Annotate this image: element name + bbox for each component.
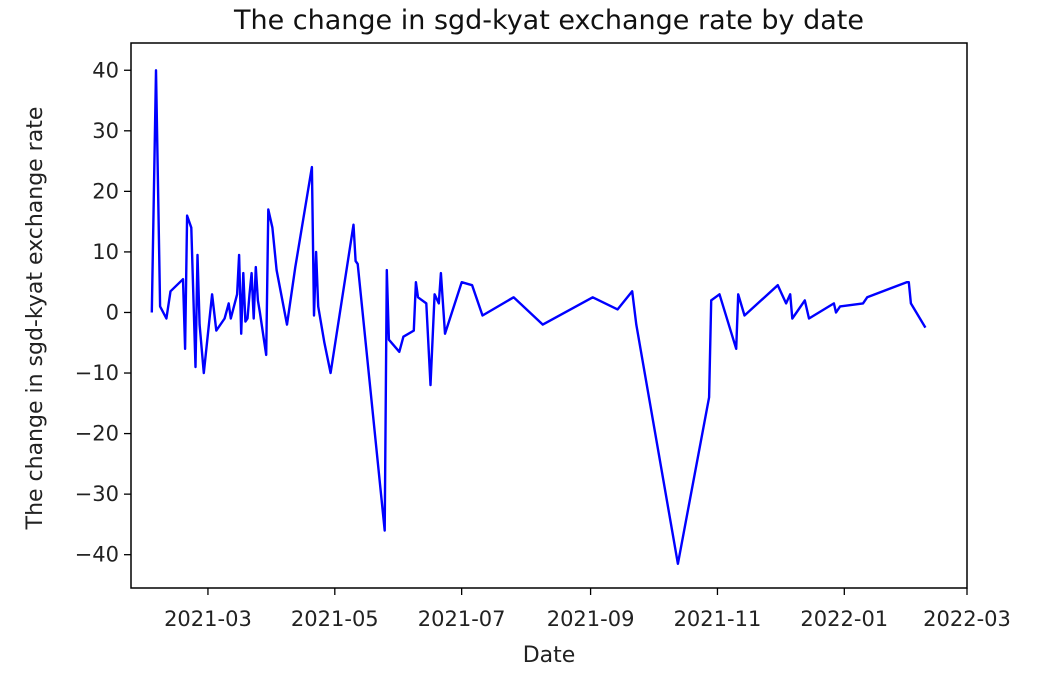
y-tick-label: 20 bbox=[92, 179, 119, 203]
y-tick-label: −20 bbox=[75, 422, 119, 446]
y-tick-label: 0 bbox=[106, 300, 119, 324]
x-tick-label: 2022-03 bbox=[923, 607, 1011, 631]
x-axis-title: Date bbox=[523, 643, 576, 668]
y-tick-label: −30 bbox=[75, 482, 119, 506]
y-tick-label: −40 bbox=[75, 543, 119, 567]
plot-area bbox=[130, 42, 968, 589]
series-line bbox=[150, 69, 927, 565]
y-tick-label: 40 bbox=[92, 58, 119, 82]
chart-title: The change in sgd-kyat exchange rate by … bbox=[233, 5, 864, 36]
x-tick-label: 2021-05 bbox=[291, 607, 379, 631]
x-axis: 2021-03 2021-05 2021-07 2021-09 2021-11 2022-… bbox=[164, 588, 1011, 631]
x-tick-label: 2022-01 bbox=[800, 607, 888, 631]
plot-frame bbox=[130, 42, 968, 589]
x-tick-label: 2021-07 bbox=[418, 607, 506, 631]
y-tick-label: 30 bbox=[92, 119, 119, 143]
x-tick-label: 2021-03 bbox=[164, 607, 252, 631]
x-tick-label: 2021-09 bbox=[547, 607, 635, 631]
y-tick-label: 10 bbox=[92, 240, 119, 264]
x-tick-label: 2021-11 bbox=[674, 607, 762, 631]
y-axis: 40 30 20 10 0 −10 −20 −30 −40 bbox=[75, 58, 131, 567]
y-tick-label: −10 bbox=[75, 361, 119, 385]
y-axis-title: The change in sgd-kyat exchange rate bbox=[23, 107, 48, 531]
